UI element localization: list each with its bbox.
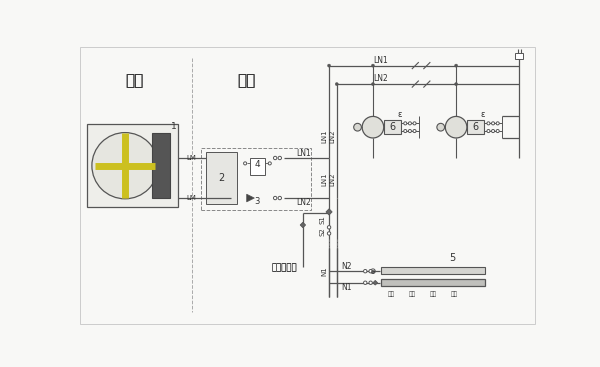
Text: 暖气: 暖气 [409,291,416,297]
Text: 3: 3 [254,197,259,206]
Circle shape [413,130,416,132]
Circle shape [369,269,373,273]
Circle shape [354,123,361,131]
Text: ε: ε [481,110,485,119]
Text: 自来水补水: 自来水补水 [272,263,297,272]
Text: 室外: 室外 [125,73,143,88]
Text: N1: N1 [341,283,351,292]
Text: LN1: LN1 [322,172,328,186]
Circle shape [409,130,412,132]
Circle shape [455,64,458,67]
Polygon shape [326,209,332,215]
Circle shape [404,130,407,132]
Text: 室内: 室内 [237,73,255,88]
Circle shape [328,226,331,229]
Text: 5: 5 [449,253,455,263]
Circle shape [371,64,374,67]
Circle shape [437,123,445,131]
Circle shape [496,122,499,125]
Circle shape [371,83,374,86]
Text: 4: 4 [254,160,260,170]
Polygon shape [247,194,254,202]
Circle shape [496,130,499,132]
Text: N2: N2 [341,262,351,271]
Text: 室内: 室内 [237,73,255,88]
Circle shape [328,232,331,235]
Circle shape [413,122,416,125]
Circle shape [278,156,281,160]
Bar [380,279,485,286]
Circle shape [244,162,247,165]
Bar [380,267,485,274]
Circle shape [487,122,490,125]
Bar [250,158,265,175]
Circle shape [364,281,367,284]
Text: LM: LM [186,195,196,201]
Text: LN1: LN1 [296,149,311,158]
Circle shape [364,269,367,273]
Text: 室外: 室外 [125,73,143,88]
Circle shape [362,116,384,138]
Circle shape [409,122,412,125]
Circle shape [404,122,407,125]
Circle shape [491,130,494,132]
Text: LM: LM [186,155,196,161]
Circle shape [335,83,338,86]
Text: 6: 6 [389,122,395,132]
Circle shape [491,122,494,125]
Text: ε: ε [398,110,402,119]
Text: 6: 6 [472,122,478,132]
Circle shape [369,281,373,284]
Text: N1: N1 [322,266,328,276]
Circle shape [487,130,490,132]
Text: LN2: LN2 [296,198,311,207]
Circle shape [328,64,331,67]
Bar [384,120,401,134]
Bar [515,52,523,59]
Bar [87,124,178,207]
Text: LN2: LN2 [329,130,335,143]
Bar [201,148,311,210]
Text: LN1: LN1 [373,56,388,65]
Polygon shape [373,280,377,285]
Circle shape [274,156,277,160]
Bar [467,120,484,134]
Circle shape [455,83,458,86]
Text: LN1: LN1 [322,130,328,143]
Text: S2: S2 [320,228,326,236]
Circle shape [92,132,158,199]
Polygon shape [300,222,305,228]
Text: φ: φ [371,269,375,274]
Text: 自来水补水: 自来水补水 [272,263,297,272]
Circle shape [268,162,271,165]
Text: LN2: LN2 [373,74,388,83]
Circle shape [445,116,467,138]
Text: 暖气: 暖气 [450,291,457,297]
Text: 暖气: 暖气 [388,291,395,297]
Text: 1: 1 [172,122,177,131]
Circle shape [274,196,277,200]
Text: 暖气: 暖气 [430,291,437,297]
Bar [206,152,236,204]
Text: 2: 2 [218,173,224,183]
Text: S1: S1 [320,215,326,224]
Bar [152,132,170,198]
Circle shape [278,196,281,200]
Text: LN2: LN2 [329,172,335,186]
